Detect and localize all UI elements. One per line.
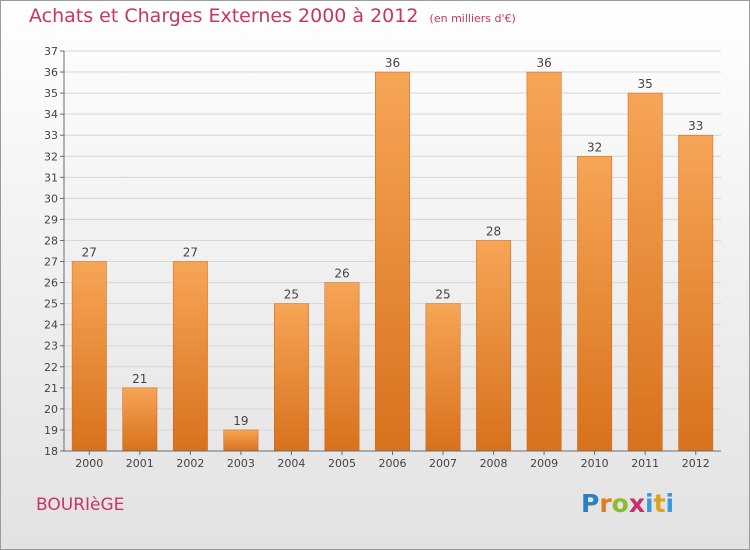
axes: 18 19 20 21 22 23 24 25 26 27 28 29 30 31 32 33 34 35 36 37… xyxy=(44,45,721,470)
bar xyxy=(273,303,309,452)
chart-title-block: Achats et Charges Externes 2000 à 2012 (… xyxy=(29,5,516,27)
y-tick-label: 30 xyxy=(44,192,58,205)
x-tick-label: 2010 xyxy=(581,457,609,470)
x-tick-label: 2002 xyxy=(176,457,204,470)
logo-letter: i xyxy=(645,489,654,518)
x-tick-label: 2008 xyxy=(480,457,508,470)
logo-letter: o xyxy=(611,489,629,518)
x-tick-label: 2000 xyxy=(75,457,103,470)
x-tick-label: 2001 xyxy=(126,457,154,470)
x-tick-label: 2004 xyxy=(277,457,305,470)
x-tick-label: 2011 xyxy=(631,457,659,470)
y-tick-label: 35 xyxy=(44,87,58,100)
bar-value-label: 36 xyxy=(536,56,551,70)
bar-value-label: 25 xyxy=(284,288,299,302)
bar xyxy=(375,71,410,452)
y-tick-label: 20 xyxy=(44,403,58,416)
place-name: BOURIèGE xyxy=(36,495,125,515)
y-tick-label: 28 xyxy=(44,234,58,247)
bar xyxy=(678,134,714,452)
bar xyxy=(223,429,259,452)
bar xyxy=(324,282,360,452)
y-tick-label: 32 xyxy=(44,150,58,163)
bar-value-label: 27 xyxy=(183,246,198,260)
logo-letter: i xyxy=(665,489,675,518)
bar-value-label: 21 xyxy=(132,372,147,386)
y-tick-label: 27 xyxy=(44,256,58,269)
bar xyxy=(122,387,158,452)
x-tick-label: 2006 xyxy=(379,457,407,470)
chart-unit: (en milliers d'€) xyxy=(429,12,516,25)
bar-value-label: 32 xyxy=(587,140,602,154)
y-tick-label: 31 xyxy=(44,171,58,184)
bar xyxy=(577,156,613,452)
x-tick-label: 2009 xyxy=(530,457,558,470)
y-tick-label: 26 xyxy=(44,277,58,290)
logo-letter: t xyxy=(653,489,666,518)
y-tick-label: 18 xyxy=(44,445,58,458)
bar-value-label: 35 xyxy=(638,77,653,91)
y-tick-label: 37 xyxy=(44,45,58,58)
bar xyxy=(172,261,208,452)
y-tick-label: 19 xyxy=(44,424,58,437)
bar xyxy=(425,303,461,452)
y-tick-label: 36 xyxy=(44,66,58,79)
x-tick-label: 2003 xyxy=(227,457,255,470)
bar-value-label: 26 xyxy=(334,267,349,281)
chart-title: Achats et Charges Externes 2000 à 2012 xyxy=(29,5,419,27)
y-tick-label: 23 xyxy=(44,340,58,353)
logo-letter: r xyxy=(599,489,612,518)
y-tick-label: 33 xyxy=(44,129,58,142)
y-tick-label: 34 xyxy=(44,108,58,121)
bar-value-label: 28 xyxy=(486,224,501,238)
bar xyxy=(627,92,663,452)
value-labels: 27 21 27 19 25 26 36 25 28 36 32 35 33 xyxy=(82,56,704,428)
y-tick-label: 29 xyxy=(44,213,58,226)
x-tick-label: 2007 xyxy=(429,457,457,470)
bar-value-label: 19 xyxy=(233,414,248,428)
x-tick-label: 2005 xyxy=(328,457,356,470)
bar-value-label: 36 xyxy=(385,56,400,70)
proxiti-logo: Proxiti xyxy=(581,489,674,518)
logo-letter: P xyxy=(581,489,600,518)
y-tick-label: 24 xyxy=(44,319,58,332)
y-tick-label: 25 xyxy=(44,298,58,311)
bar xyxy=(476,240,512,452)
y-tick-label: 21 xyxy=(44,382,58,395)
bar-value-label: 25 xyxy=(435,288,450,302)
y-tick-label: 22 xyxy=(44,361,58,374)
x-tick-label: 2012 xyxy=(682,457,710,470)
bars xyxy=(71,71,714,452)
logo-letter: x xyxy=(628,489,645,518)
bar-value-label: 33 xyxy=(688,119,703,133)
bar-value-label: 27 xyxy=(82,246,97,260)
bar xyxy=(526,71,562,452)
bar xyxy=(71,261,107,452)
